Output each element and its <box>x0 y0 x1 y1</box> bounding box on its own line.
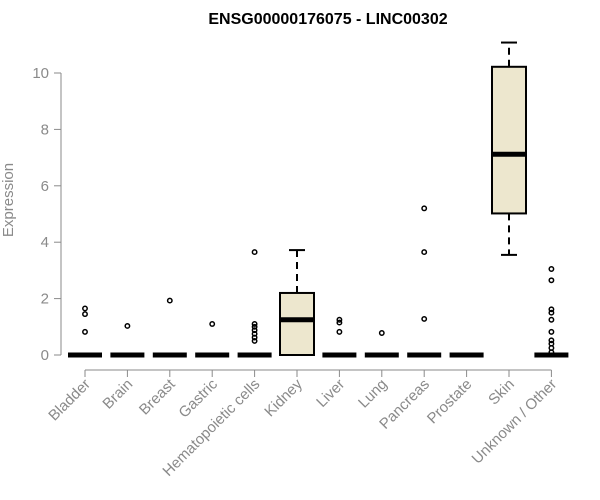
y-tick-label: 6 <box>41 178 49 195</box>
outlier-point <box>82 311 88 318</box>
box-group <box>534 266 569 358</box>
x-tick-label: Breast <box>136 375 179 418</box>
box-group <box>68 305 102 358</box>
outlier-point <box>251 323 258 330</box>
outlier-point <box>251 337 258 344</box>
outlier-point <box>251 249 258 256</box>
outlier-point <box>166 297 173 304</box>
box-group <box>364 330 399 358</box>
x-tick-label: Skin <box>485 376 518 409</box>
y-tick-label: 2 <box>41 291 49 308</box>
y-axis-label: Expression <box>0 163 17 237</box>
outlier-point <box>378 330 385 336</box>
outlier-point <box>82 305 88 312</box>
box-group <box>322 316 357 358</box>
box-group <box>110 323 145 358</box>
box-group <box>237 249 272 358</box>
y-axis: 0 2 4 6 8 10 <box>32 65 62 364</box>
box-group <box>279 249 315 356</box>
outlier-point <box>548 306 555 313</box>
x-tick-label: Liver <box>313 376 348 411</box>
outlier-point <box>421 315 428 322</box>
y-tick-label: 0 <box>41 347 49 364</box>
plot-area <box>68 41 569 358</box>
outlier-point <box>82 328 88 335</box>
y-tick-label: 10 <box>32 65 49 82</box>
box-iqr <box>279 291 315 356</box>
x-tick-label: Lung <box>355 376 391 412</box>
y-tick-label: 8 <box>41 121 49 138</box>
outlier-point <box>124 323 131 329</box>
box-group <box>152 297 187 358</box>
outlier-point <box>251 321 258 327</box>
outlier-point <box>336 328 343 335</box>
box-group <box>195 321 230 358</box>
x-tick-label: Prostate <box>424 376 476 428</box>
outlier-point <box>336 316 343 323</box>
outlier-point <box>548 340 555 347</box>
outlier-point <box>548 316 555 323</box>
chart-title: ENSG00000176075 - LINC00302 <box>208 11 447 28</box>
outlier-point <box>336 319 343 326</box>
outlier-point <box>548 309 555 316</box>
outlier-point <box>548 328 555 335</box>
outlier-point <box>251 327 258 334</box>
x-tick-label: Kidney <box>261 375 306 420</box>
outlier-point <box>548 337 555 344</box>
outlier-point <box>209 321 216 327</box>
x-tick-label: Bladder <box>45 376 94 425</box>
y-tick-label: 4 <box>41 234 49 251</box>
box-group <box>491 41 527 256</box>
box-iqr <box>491 65 527 215</box>
outlier-point <box>548 277 555 284</box>
x-tick-label: Brain <box>99 376 136 413</box>
box-group <box>407 205 442 358</box>
outlier-point <box>421 205 428 212</box>
outlier-point <box>421 249 428 256</box>
outlier-point <box>548 266 555 272</box>
